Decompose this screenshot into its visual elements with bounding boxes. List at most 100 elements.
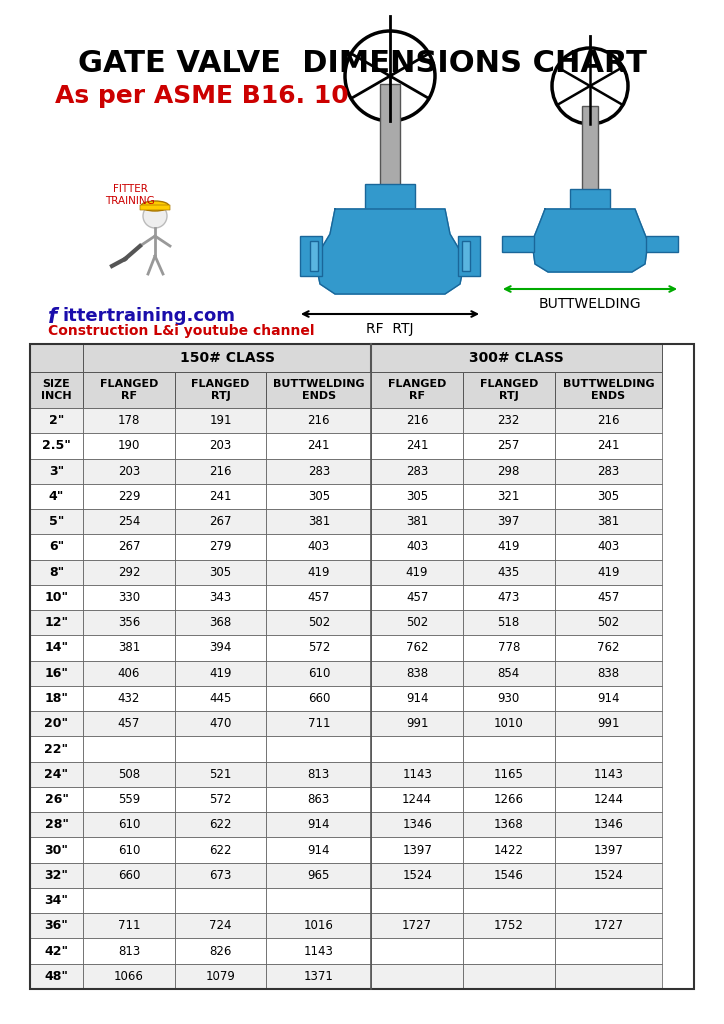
Bar [174,372,266,408]
Text: 502: 502 [597,616,620,629]
Bar [30,964,83,989]
Bar [266,838,371,862]
Bar [266,372,371,408]
Text: 191: 191 [209,414,232,427]
Text: FLANGED
RF: FLANGED RF [100,379,158,400]
Bar [83,812,174,838]
Bar [462,241,470,271]
Bar [371,408,463,433]
Bar [266,938,371,964]
Text: 254: 254 [118,515,140,528]
Text: 518: 518 [497,616,520,629]
Text: 457: 457 [406,591,429,604]
Text: 1016: 1016 [304,920,334,932]
Text: 6": 6" [49,541,64,553]
Text: 610: 610 [308,667,330,680]
Bar [174,736,266,762]
Bar [174,964,266,989]
Text: 216: 216 [308,414,330,427]
Text: 1752: 1752 [494,920,523,932]
Text: 279: 279 [209,541,232,553]
Text: 216: 216 [406,414,429,427]
Bar [570,189,610,209]
Bar [174,762,266,786]
Text: 283: 283 [308,465,330,477]
Text: 572: 572 [308,641,330,654]
Bar [555,585,662,610]
Text: 8": 8" [49,565,64,579]
Bar [371,459,463,483]
Text: 826: 826 [209,944,232,957]
Bar [83,483,174,509]
Bar [463,913,555,938]
Bar [463,736,555,762]
Text: 1368: 1368 [494,818,523,831]
Bar [30,812,83,838]
Bar [266,786,371,812]
Bar [371,736,463,762]
Bar [555,786,662,812]
Polygon shape [532,209,648,272]
Text: 406: 406 [118,667,140,680]
Text: 16": 16" [45,667,69,680]
Bar [266,610,371,635]
Text: 673: 673 [209,868,232,882]
FancyBboxPatch shape [140,205,170,210]
Bar [371,913,463,938]
Text: 1524: 1524 [402,868,432,882]
Bar [83,635,174,660]
Bar [83,585,174,610]
Bar [371,762,463,786]
Bar [83,509,174,535]
Text: 521: 521 [209,768,232,780]
Bar [463,812,555,838]
Text: 991: 991 [597,717,620,730]
Bar [266,433,371,459]
Text: 435: 435 [497,565,520,579]
Bar [266,736,371,762]
Text: 305: 305 [406,489,428,503]
Bar [83,459,174,483]
Bar [555,610,662,635]
Bar [83,711,174,736]
Text: 20": 20" [44,717,69,730]
Text: f: f [48,307,57,327]
Text: 724: 724 [209,920,232,932]
Bar [463,635,555,660]
Bar [266,888,371,913]
Bar [463,686,555,711]
Bar [555,913,662,938]
Bar [266,964,371,989]
Text: GATE VALVE  DIMENSIONS CHART: GATE VALVE DIMENSIONS CHART [77,49,647,78]
Text: 473: 473 [497,591,520,604]
Text: SIZE
INCH: SIZE INCH [41,379,72,400]
Text: 610: 610 [118,818,140,831]
Bar [371,686,463,711]
Bar [502,236,534,252]
Bar [555,838,662,862]
Bar [555,938,662,964]
Bar [30,786,83,812]
Text: 1143: 1143 [594,768,623,780]
Bar [380,84,400,194]
Text: 1346: 1346 [402,818,432,831]
Text: 232: 232 [497,414,520,427]
Bar [30,509,83,535]
Text: 368: 368 [209,616,232,629]
Text: 914: 914 [597,692,620,705]
Bar [30,535,83,559]
Text: Construction L&i youtube channel: Construction L&i youtube channel [48,324,314,338]
Text: FLANGED
RF: FLANGED RF [388,379,446,400]
Bar [371,862,463,888]
Bar [555,812,662,838]
Text: 1346: 1346 [594,818,623,831]
Bar [371,938,463,964]
Text: 419: 419 [597,565,620,579]
Text: 381: 381 [597,515,620,528]
Bar [463,459,555,483]
Bar [30,433,83,459]
Text: 190: 190 [118,439,140,453]
Text: 283: 283 [406,465,428,477]
Text: 457: 457 [118,717,140,730]
Bar [371,635,463,660]
